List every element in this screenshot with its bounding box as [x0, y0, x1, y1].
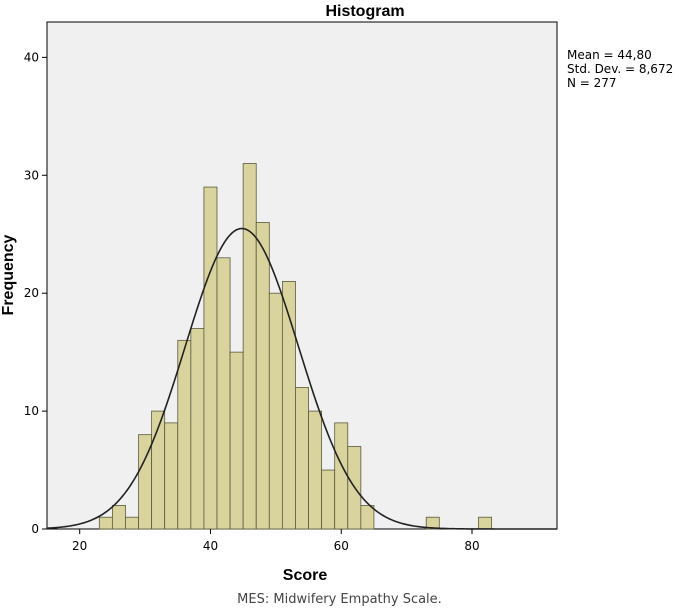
- stats-n: N = 277: [567, 76, 617, 90]
- histogram-bar: [216, 257, 231, 530]
- stats-std-dev: Std. Dev. = 8,672: [567, 62, 673, 76]
- y-axis-label: Frequency: [0, 234, 17, 315]
- histogram-bar: [268, 292, 283, 530]
- histogram-bar: [255, 222, 270, 530]
- histogram-bar: [334, 422, 349, 530]
- histogram-bar: [295, 387, 309, 530]
- axes-group: 0 10 20 30 40 20 40 60 80: [24, 50, 480, 553]
- bars-group: [98, 163, 493, 530]
- histogram-bar: [478, 516, 493, 530]
- chart-title: Histogram: [325, 3, 404, 20]
- histogram-bar: [177, 339, 192, 530]
- histogram-bar: [321, 469, 336, 530]
- x-tick-label: 60: [334, 539, 349, 553]
- histogram-bar: [164, 422, 179, 530]
- figure-caption: MES: Midwifery Empathy Scale.: [237, 592, 442, 607]
- histogram-chart: Histogram 0 10 20 30 40 20 40 60 80 Mean = 44,80…: [0, 3, 673, 584]
- x-tick-label: 40: [203, 539, 218, 553]
- histogram-bar: [125, 516, 139, 530]
- histogram-bar: [203, 186, 218, 530]
- histogram-bar: [242, 163, 257, 530]
- x-tick-label: 20: [72, 539, 87, 553]
- histogram-bar: [229, 351, 244, 530]
- histogram-bar: [308, 410, 323, 530]
- y-tick-label: 40: [24, 50, 39, 64]
- histogram-bar: [425, 516, 440, 530]
- histogram-bar: [111, 505, 126, 530]
- histogram-bar: [360, 505, 375, 530]
- x-axis-label: Score: [283, 567, 328, 584]
- normal-curve: [46, 227, 557, 530]
- histogram-bar: [190, 328, 205, 530]
- y-tick-label: 20: [24, 286, 39, 300]
- histogram-bar: [98, 516, 113, 530]
- y-tick-label: 0: [31, 522, 39, 536]
- y-tick-label: 30: [24, 168, 39, 182]
- y-tick-label: 10: [24, 404, 39, 418]
- stats-mean: Mean = 44,80: [567, 48, 652, 62]
- x-tick-label: 80: [464, 539, 479, 553]
- stats-box: Mean = 44,80 Std. Dev. = 8,672 N = 277: [567, 48, 673, 90]
